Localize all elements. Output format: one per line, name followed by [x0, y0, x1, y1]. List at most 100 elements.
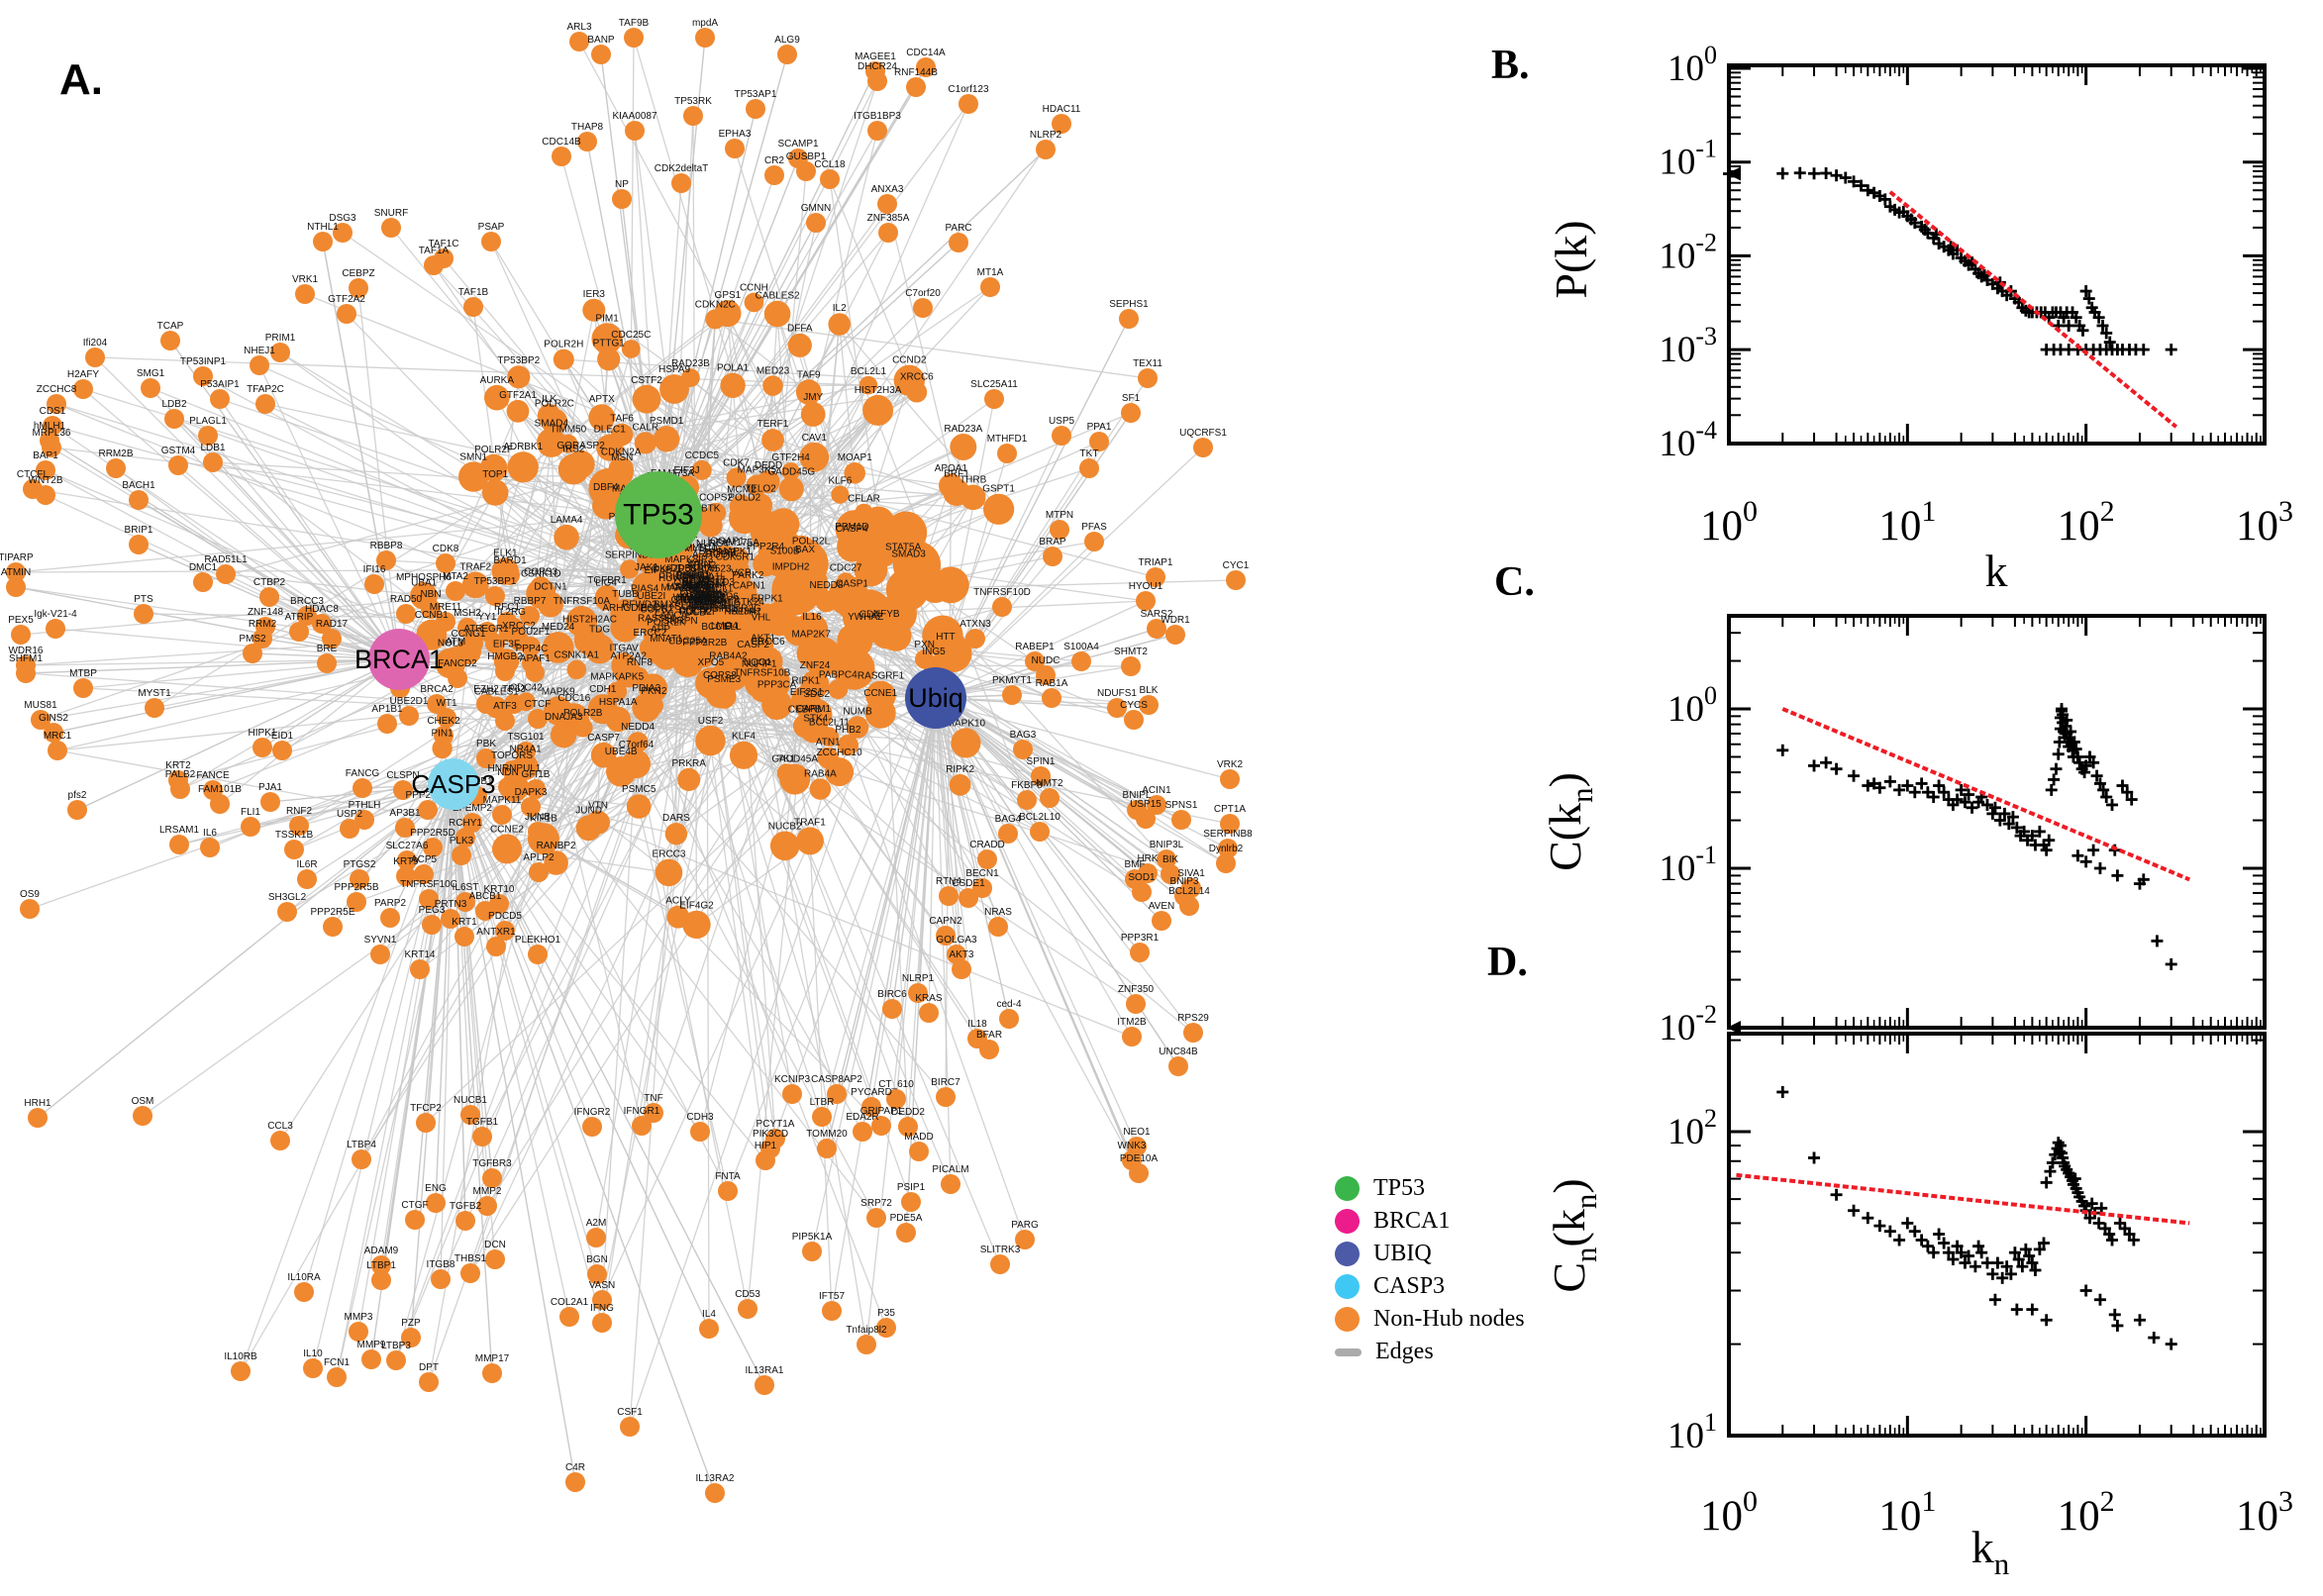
network-node-label: KIAA0087: [612, 111, 656, 122]
network-node: [979, 1040, 999, 1059]
network-node: [386, 1350, 406, 1370]
network-node: [455, 828, 475, 848]
network-node: [632, 1116, 652, 1136]
network-node: [340, 819, 359, 839]
network-node-label: HRH1: [24, 1098, 51, 1109]
network-node-label: MAPKAPK5: [590, 672, 644, 683]
network-node-label: TKT: [1080, 449, 1099, 459]
network-node: [865, 680, 896, 711]
tick-label: 102: [2058, 1485, 2115, 1540]
network-node: [699, 1319, 719, 1339]
fit-line: [1888, 190, 2178, 429]
network-node-label: APTX: [589, 394, 615, 405]
network-node-label: CEBPB: [788, 704, 822, 715]
network-node: [312, 614, 332, 634]
network-node-label: SPNS1: [1165, 800, 1198, 811]
network-node-label: DFFA: [787, 324, 813, 335]
network-node-label: NR4A1: [509, 744, 542, 754]
network-node-label: MRC1: [44, 731, 72, 742]
network-edge: [453, 783, 598, 1275]
network-edge: [821, 697, 937, 1118]
network-edge: [935, 665, 1132, 699]
network-node-label: CSDE1: [952, 878, 985, 889]
network-node: [129, 490, 149, 510]
legend-dot-ubiq: [1335, 1242, 1360, 1266]
network-node: [337, 304, 356, 324]
network-node: [129, 535, 149, 554]
network-edge: [453, 783, 655, 1114]
network-node-label: NEDD4: [621, 722, 655, 733]
network-node: [683, 106, 703, 126]
network-node: [73, 379, 93, 399]
network-node: [521, 637, 541, 656]
network-edge: [839, 324, 1000, 510]
network-node: [577, 132, 597, 151]
network-node: [867, 121, 887, 141]
network-edge: [453, 783, 677, 835]
legend-dot-tp53: [1335, 1176, 1360, 1201]
network-node-label: PTTG1: [593, 338, 626, 349]
network-node: [729, 741, 758, 769]
network-edge: [629, 872, 670, 1428]
plot-frame: [1727, 614, 2267, 1030]
network-node-label: ABL1: [683, 580, 708, 591]
network-node: [919, 1003, 939, 1023]
network-node-label: BFAR: [976, 1030, 1002, 1041]
network-node: [492, 834, 522, 864]
network-node: [364, 574, 384, 594]
network-node-label: ZNF350: [1118, 984, 1155, 995]
network-node: [169, 835, 189, 854]
network-node-label: PDIA3: [632, 683, 660, 694]
network-node: [951, 728, 981, 758]
network-node: [457, 618, 477, 638]
network-node-label: CYC1: [1223, 560, 1250, 571]
network-node: [836, 572, 856, 591]
network-node: [998, 824, 1018, 844]
network-node-label: RIPK2: [946, 764, 974, 775]
network-node-label: TSG101: [507, 732, 545, 743]
network-node-label: PSIP1: [897, 1182, 926, 1193]
network-node: [1122, 1027, 1142, 1047]
network-edge: [82, 658, 400, 689]
network-edge: [935, 697, 1227, 864]
network-node: [866, 1208, 886, 1228]
network-node-label: SERPINB8: [1203, 829, 1253, 840]
network-node: [231, 1361, 251, 1381]
network-node-label: BACH1: [122, 480, 155, 491]
network-node: [627, 732, 649, 753]
network-node: [620, 1417, 640, 1437]
network-node-label: HSPA1A: [599, 697, 638, 708]
network-node: [653, 426, 680, 452]
network-node: [419, 889, 439, 909]
network-node-label: RNF2: [286, 806, 313, 817]
network-edge: [886, 203, 958, 493]
network-node: [42, 438, 61, 457]
network-node-label: GINS2: [39, 713, 68, 724]
network-node-label: DCTN1: [534, 582, 567, 593]
network-node: [988, 917, 1008, 937]
network-node-label: BRAP: [1039, 537, 1066, 548]
network-node-label: TAF6: [610, 414, 634, 425]
network-edge: [809, 841, 833, 1312]
network-node-label: BRCA2: [420, 684, 454, 695]
network-node: [1052, 114, 1071, 134]
network-node: [762, 375, 783, 396]
network-node: [396, 604, 416, 624]
network-node: [728, 502, 760, 535]
network-node: [671, 646, 704, 678]
network-edge: [509, 417, 603, 576]
network-node: [965, 629, 985, 648]
network-node-label: RABEP1: [1015, 642, 1055, 652]
legend-dot-non-hub-nodes: [1335, 1307, 1360, 1332]
tick-label: 100: [1667, 681, 1717, 730]
network-node: [1036, 665, 1056, 685]
network-node: [520, 606, 540, 626]
network-node: [370, 945, 390, 964]
network-node-label: GRIPAP1: [860, 1106, 903, 1117]
network-node: [289, 816, 309, 836]
network-node-label: GSPT1: [982, 484, 1015, 495]
network-node-label: RPS29: [1177, 1013, 1209, 1024]
network-node-label: PPM1D: [835, 522, 868, 533]
network-node: [1130, 943, 1150, 962]
network-node: [682, 910, 711, 940]
